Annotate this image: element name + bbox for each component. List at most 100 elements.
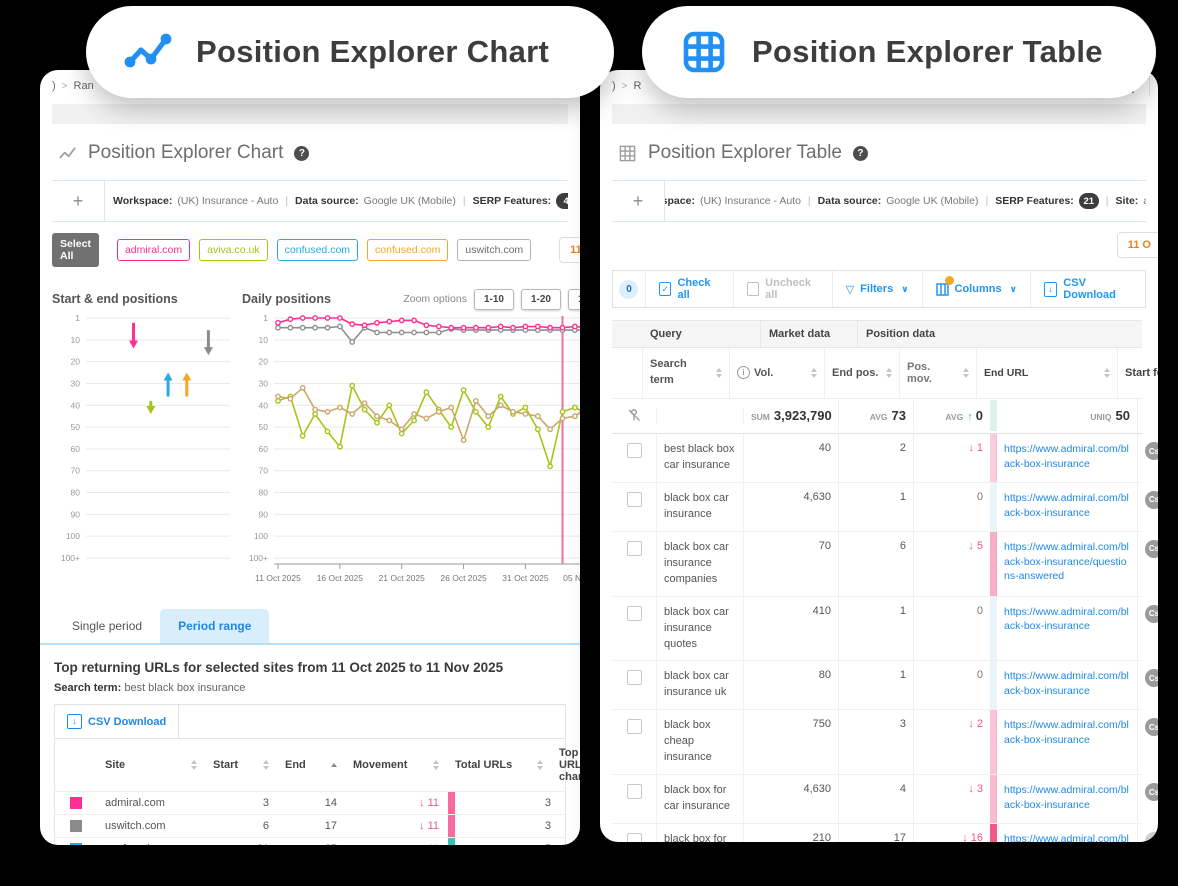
site-chip-aviva[interactable]: aviva.co.uk (199, 239, 268, 261)
svg-text:60: 60 (259, 444, 269, 454)
row-checkbox[interactable] (626, 605, 642, 621)
table-toolbar: 0 ✓ Check all Uncheck all ▽ Filters ∨ Co… (612, 270, 1146, 308)
tab-period-range[interactable]: Period range (160, 609, 270, 643)
pos-mov-cell: ↓ 5 (914, 531, 997, 596)
workspace-value: (UK) Insurance - Auto (177, 195, 279, 207)
tab-single-period[interactable]: Single period (72, 619, 143, 633)
group-market-data: Market data (761, 321, 858, 347)
svg-text:16 Oct 2025: 16 Oct 2025 (317, 573, 364, 583)
site-chip-confused-2[interactable]: confused.com (367, 239, 449, 261)
urls-section-title: Top returning URLs for selected sites fr… (54, 660, 504, 675)
filters-dropdown[interactable]: ▽ Filters ∨ (833, 271, 923, 307)
sort-icon[interactable] (811, 367, 817, 378)
sum-value: 3,923,790 (773, 408, 832, 424)
uncheck-all-button[interactable]: Uncheck all (734, 271, 833, 307)
collapsed-toolbar (612, 104, 1146, 124)
site-chip-uswitch[interactable]: uswitch.com (457, 239, 532, 261)
row-checkbox[interactable] (626, 540, 642, 556)
sort-icon[interactable] (537, 760, 543, 770)
end-url-link[interactable]: https://www.admiral.com/black-box-insura… (997, 775, 1138, 823)
vol-cell: 410 (744, 596, 839, 661)
row-checkbox[interactable] (626, 784, 642, 800)
svg-text:50: 50 (259, 422, 269, 432)
check-all-button[interactable]: ✓ Check all (646, 271, 734, 307)
col-site: Site (105, 759, 126, 771)
pos-mov-cell: ↓ 2 (914, 710, 997, 775)
breadcrumb-fragment: ) (612, 80, 616, 92)
svg-text:100: 100 (254, 531, 268, 541)
svg-text:10: 10 (259, 335, 269, 345)
date-range-picker[interactable]: 11 Oct 2025 – (559, 237, 580, 263)
select-all-button[interactable]: Select All (52, 233, 99, 267)
end-url-link[interactable]: https://www.admiral.com/black-box-insura… (997, 531, 1138, 596)
sort-asc-icon[interactable] (331, 763, 337, 767)
col-total-urls: Total URLs (455, 759, 513, 771)
serp-count-badge: 21 (1078, 193, 1099, 209)
top-urls-table: ↓ CSV Download Site Start End Movement T… (54, 704, 580, 845)
col-movement: Movement (353, 759, 408, 771)
query-cell: black box car insurance quotes (656, 596, 744, 661)
end-pos-cell: 1 (839, 482, 914, 531)
breadcrumb-item[interactable]: Ran (73, 80, 94, 92)
add-workspace-button[interactable]: + (52, 181, 105, 221)
site-cell: confused.com (97, 838, 205, 845)
row-checkbox[interactable] (626, 443, 642, 459)
col-end-pos: End pos. (832, 366, 879, 379)
query-cell: black box for car insurance (656, 775, 744, 823)
end-url-link[interactable]: https://www.admiral.com/black-box-insura… (997, 824, 1138, 842)
info-icon[interactable]: i (737, 366, 750, 380)
download-icon: ↓ (67, 714, 82, 729)
movement-bar (448, 838, 455, 845)
csv-download-button[interactable]: ↓ CSV Download (1031, 271, 1145, 307)
sort-icon[interactable] (886, 367, 892, 378)
add-workspace-button[interactable]: + (612, 181, 665, 221)
zoom-1-50-button[interactable]: 1-50 (567, 288, 580, 310)
chevron-right-icon: > (61, 80, 68, 92)
columns-dropdown[interactable]: Columns ∨ (923, 271, 1031, 307)
row-checkbox[interactable] (626, 491, 642, 507)
col-start-features: Start feature (1125, 366, 1158, 379)
svg-text:50: 50 (71, 422, 81, 432)
sort-icon[interactable] (191, 760, 197, 770)
start-features-cell: Cs (1138, 824, 1158, 842)
sort-icon[interactable] (963, 367, 969, 378)
daily-positions-chart: 1 10 20 30 40 50 60 70 80 90 100 100+ 11 Oct 2025 16 … (249, 313, 580, 583)
zoom-1-10-button[interactable]: 1-10 (473, 288, 514, 310)
end-url-link[interactable]: https://www.admiral.com/black-box-insura… (997, 596, 1138, 661)
end-url-link[interactable]: https://www.admiral.com/black-box-insura… (997, 482, 1138, 531)
row-checkbox[interactable] (626, 670, 642, 686)
avg-mov-label: AVG (945, 412, 964, 423)
breadcrumb-item[interactable]: R (633, 80, 642, 92)
end-url-link[interactable]: https://www.admiral.com/black-box-insura… (997, 710, 1138, 775)
date-range-picker[interactable]: 11 O (1116, 232, 1158, 258)
sort-icon[interactable] (263, 760, 269, 770)
end-url-link[interactable]: https://www.admiral.com/black-box-insura… (997, 661, 1138, 710)
site-chip-confused-1[interactable]: confused.com (276, 239, 359, 261)
site-chip-admiral[interactable]: admiral.com (116, 239, 191, 261)
sort-icon[interactable] (1104, 367, 1110, 378)
datasource-value: Google UK (Mobile) (886, 195, 979, 207)
vol-cell: 4,630 (744, 775, 839, 823)
sort-icon[interactable] (433, 760, 439, 770)
sort-icon[interactable] (716, 367, 722, 378)
table-row: black box car insurance uk 80 1 0 https://ww… (612, 661, 1158, 711)
movement-bar (990, 661, 997, 710)
svg-text:05 Nov 2025: 05 Nov 2025 (563, 573, 580, 583)
help-icon[interactable]: ? (852, 145, 868, 161)
csv-download-button[interactable]: ↓ CSV Download (55, 705, 180, 738)
daily-chart-title: Daily positions (242, 292, 331, 306)
col-start: Start (213, 759, 239, 771)
site-cell: admiral.com (105, 797, 165, 809)
workspace-summary: Workspace: (UK) Insurance - Auto | Data … (665, 181, 1146, 221)
row-checkbox[interactable] (626, 833, 642, 842)
zoom-1-20-button[interactable]: 1-20 (520, 288, 561, 310)
vol-cell: 80 (744, 661, 839, 710)
help-icon[interactable]: ? (294, 145, 310, 161)
end-url-link[interactable]: https://www.admiral.com/black-box-insura… (997, 434, 1138, 482)
sum-label: SUM (751, 412, 770, 423)
pin-slash-icon[interactable] (627, 408, 641, 422)
svg-text:100+: 100+ (249, 553, 268, 563)
chevron-down-icon: ∨ (1009, 283, 1017, 294)
row-checkbox[interactable] (626, 719, 642, 735)
serp-feature-badge: Cs (1145, 442, 1158, 461)
